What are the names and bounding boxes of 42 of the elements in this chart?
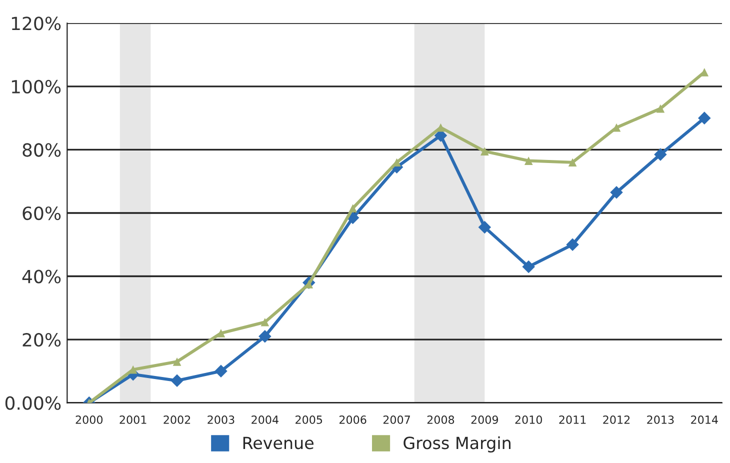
point: [348, 204, 357, 212]
y-tick-label: 120%: [12, 16, 61, 30]
x-tick-label: 2012: [603, 416, 630, 424]
point: [436, 123, 445, 132]
legend-label: Gross Margin: [404, 436, 510, 452]
x-tick-label: 2013: [647, 416, 674, 424]
x-tick-label: 2004: [252, 416, 278, 424]
x-tick-label: 2006: [339, 416, 366, 424]
point: [216, 329, 226, 338]
point: [170, 374, 184, 388]
x-tick-label: 2002: [164, 416, 190, 424]
x-tick-label: 2001: [120, 416, 146, 424]
point: [522, 260, 535, 274]
point: [610, 186, 623, 199]
point: [656, 104, 665, 113]
y-tick-label: 40%: [22, 270, 61, 284]
x-tick-label: 2000: [76, 416, 103, 424]
point: [566, 238, 579, 251]
x-tick-label: 2008: [427, 416, 454, 424]
point: [654, 148, 667, 161]
point: [258, 330, 272, 343]
point: [568, 158, 577, 167]
point: [172, 358, 182, 366]
x-tick-label: 2009: [471, 416, 498, 424]
point: [698, 112, 711, 124]
point: [260, 318, 270, 326]
x-tick-label: 2010: [515, 416, 542, 424]
point: [480, 147, 489, 156]
x-tick-label: 2003: [208, 416, 234, 424]
y-tick-label: 20%: [22, 332, 61, 347]
x-tick-label: 2007: [383, 416, 410, 424]
legend-label: Revenue: [243, 436, 314, 450]
y-tick-label: 100%: [12, 80, 61, 94]
x-tick-label: 2005: [296, 416, 322, 424]
point: [214, 364, 228, 378]
y-tick-label: 80%: [22, 143, 61, 157]
point: [524, 156, 533, 165]
y-tick-label: 60%: [22, 206, 61, 220]
x-tick-label: 2011: [559, 416, 586, 424]
y-tick-label: 0.00%: [5, 396, 61, 410]
x-tick-label: 2014: [691, 416, 718, 424]
point: [478, 220, 492, 234]
